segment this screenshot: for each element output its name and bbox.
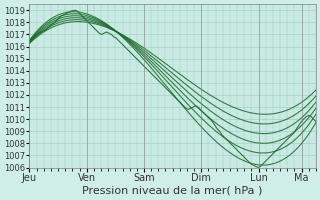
X-axis label: Pression niveau de la mer( hPa ): Pression niveau de la mer( hPa ) [83,186,263,196]
